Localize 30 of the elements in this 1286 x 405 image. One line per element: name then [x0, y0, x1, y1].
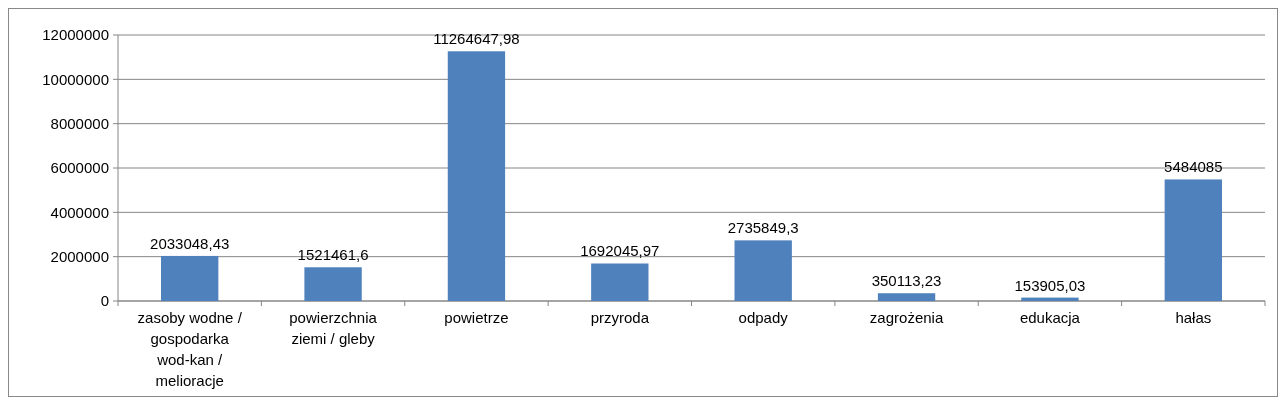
x-tick-label: powietrze: [444, 309, 509, 326]
data-label: 1521461,6: [297, 246, 369, 264]
bar: [591, 263, 649, 301]
data-label: 11264647,98: [433, 30, 520, 48]
y-tick-label: 0: [100, 292, 109, 310]
data-label: 2033048,43: [150, 234, 230, 252]
y-tick-label: 8000000: [50, 114, 109, 132]
y-tick-label: 12000000: [42, 26, 109, 44]
data-label: 5484085: [1164, 158, 1223, 176]
bar: [734, 240, 792, 301]
data-label: 153905,03: [1014, 276, 1086, 294]
x-tick-label: zagrożenia: [869, 309, 944, 326]
x-tick-label: przyroda: [590, 309, 650, 326]
x-tick-label: edukacja: [1019, 309, 1081, 326]
bar: [447, 51, 506, 301]
y-tick-label: 2000000: [50, 247, 109, 265]
x-tick-label: powierzchnia ziemi / gleby: [289, 309, 378, 347]
data-label: 350113,23: [871, 272, 942, 290]
bar: [1164, 179, 1222, 301]
x-tick-label: zasoby wodne / gospodarka wod-kan / melioracje: [137, 309, 243, 389]
x-tick-label: odpady: [738, 309, 789, 326]
x-tick-label: hałas: [1175, 309, 1212, 326]
data-label: 2735849,3: [727, 219, 799, 237]
bar: [877, 293, 936, 301]
y-tick-label: 10000000: [42, 70, 109, 88]
data-label: 1692045,97: [580, 242, 660, 260]
bar: [161, 255, 219, 301]
bar: [304, 267, 362, 301]
y-tick-label: 4000000: [50, 203, 109, 221]
y-tick-label: 6000000: [50, 159, 109, 177]
